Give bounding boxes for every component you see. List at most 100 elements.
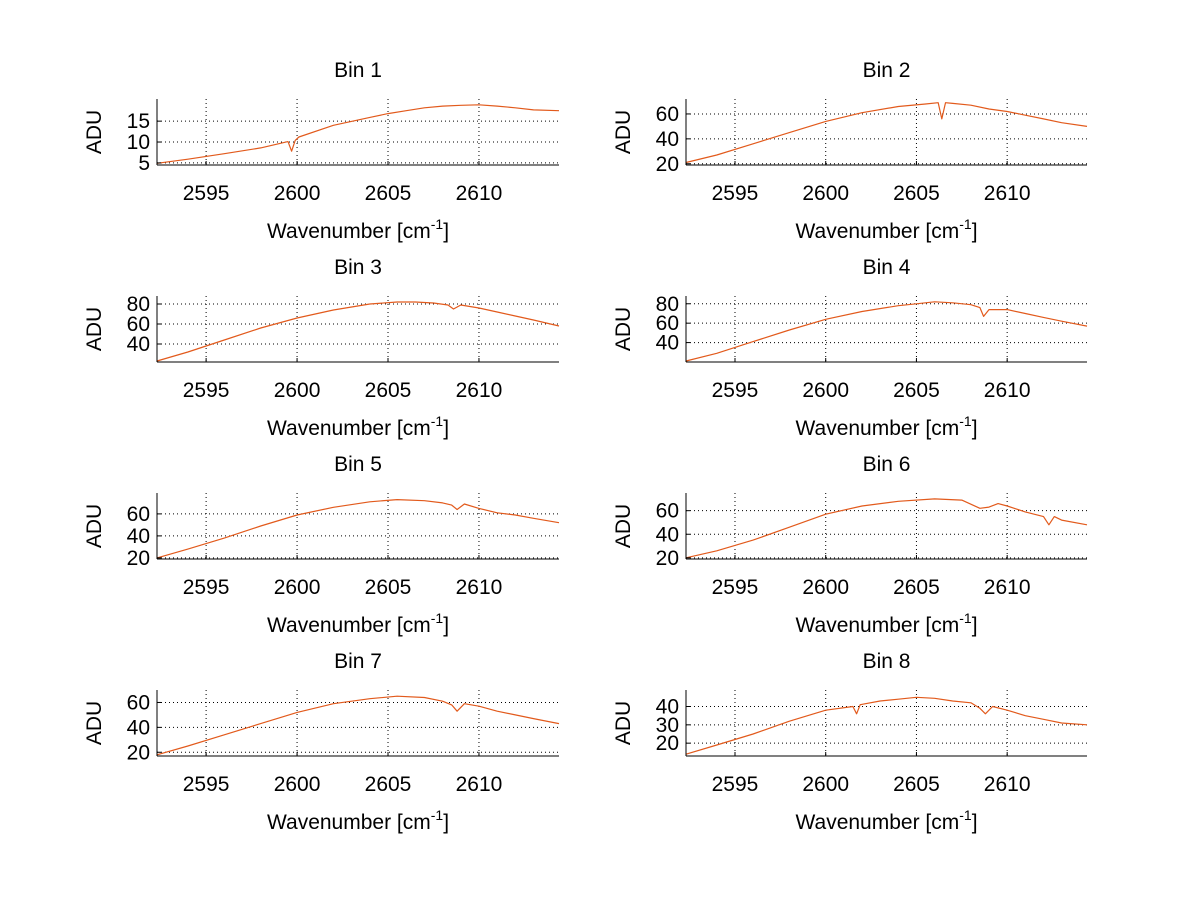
x-tick-label: 2605 [893, 576, 940, 599]
x-tick-label: 2610 [984, 773, 1031, 796]
y-tick-label: 60 [656, 103, 679, 126]
x-axis-label: Wavenumber [cm-1] [267, 216, 449, 243]
y-axis-label: ADU [83, 307, 106, 351]
y-tick-label: 20 [656, 153, 679, 176]
y-tick-label: 40 [656, 332, 679, 355]
x-tick-label: 2595 [183, 576, 230, 599]
y-tick-label: 40 [656, 128, 679, 151]
x-axis-label: Wavenumber [cm-1] [267, 610, 449, 637]
x-axis-label-main: Wavenumber [cm [795, 811, 959, 834]
x-tick-label: 2595 [712, 576, 759, 599]
x-tick-label: 2610 [984, 182, 1031, 205]
x-axis-label-suffix: ] [972, 811, 978, 834]
x-axis-label-suffix: ] [443, 614, 449, 637]
x-tick-label: 2600 [802, 182, 849, 205]
x-axis-label-suffix: ] [972, 417, 978, 440]
x-tick-label: 2605 [365, 576, 412, 599]
x-tick-label: 2605 [365, 379, 412, 402]
y-tick-label: 40 [656, 696, 679, 719]
y-tick-label: 60 [127, 313, 150, 336]
series-line [156, 301, 560, 362]
x-tick-label: 2605 [893, 379, 940, 402]
x-axis-label-suffix: ] [443, 811, 449, 834]
series-line [156, 104, 560, 164]
x-axis-label-main: Wavenumber [cm [795, 220, 959, 243]
x-axis-label: Wavenumber [cm-1] [795, 413, 977, 440]
x-axis-label-superscript: -1 [959, 610, 972, 626]
x-tick-label: 2595 [712, 182, 759, 205]
x-tick-label: 2610 [456, 379, 503, 402]
x-tick-label: 2600 [802, 576, 849, 599]
series-line [156, 499, 560, 559]
x-axis-label-superscript: -1 [959, 216, 972, 232]
x-axis-label-main: Wavenumber [cm [795, 614, 959, 637]
x-axis-label-superscript: -1 [431, 610, 444, 626]
x-axis-label-superscript: -1 [431, 216, 444, 232]
plot-area [157, 493, 559, 559]
x-tick-label: 2610 [456, 773, 503, 796]
subplot-title: Bin 2 [863, 59, 911, 82]
x-tick-label: 2595 [183, 182, 230, 205]
y-axis-label: ADU [612, 701, 635, 745]
y-axis-label: ADU [612, 504, 635, 548]
x-axis-label: Wavenumber [cm-1] [795, 610, 977, 637]
x-axis-label: Wavenumber [cm-1] [795, 216, 977, 243]
y-tick-label: 60 [127, 503, 150, 526]
x-axis-label: Wavenumber [cm-1] [795, 807, 977, 834]
plot-area [686, 690, 1087, 756]
x-tick-label: 2605 [365, 182, 412, 205]
plot-area [686, 493, 1087, 559]
plot-area [686, 99, 1087, 165]
subplot-title: Bin 5 [334, 453, 382, 476]
x-tick-label: 2600 [802, 773, 849, 796]
y-tick-label: 20 [127, 547, 150, 570]
y-axis-label: ADU [83, 701, 106, 745]
y-tick-label: 20 [656, 732, 679, 755]
x-axis-label-suffix: ] [972, 220, 978, 243]
y-axis-label: ADU [83, 504, 106, 548]
x-tick-label: 2610 [984, 576, 1031, 599]
y-axis-label: ADU [612, 307, 635, 351]
x-axis-label-superscript: -1 [959, 807, 972, 823]
series-line [156, 695, 560, 756]
x-axis-label-main: Wavenumber [cm [267, 811, 431, 834]
x-tick-label: 2610 [984, 379, 1031, 402]
x-axis-label: Wavenumber [cm-1] [267, 807, 449, 834]
x-axis-label-main: Wavenumber [cm [267, 220, 431, 243]
y-tick-label: 20 [656, 547, 679, 570]
subplot-title: Bin 3 [334, 256, 382, 279]
subplot-title: Bin 6 [863, 453, 911, 476]
y-tick-label: 10 [127, 131, 150, 154]
x-tick-label: 2600 [802, 379, 849, 402]
series-line [685, 498, 1088, 559]
subplot-title: Bin 8 [863, 650, 911, 673]
subplot-title: Bin 7 [334, 650, 382, 673]
x-axis-label-superscript: -1 [431, 807, 444, 823]
x-tick-label: 2595 [183, 379, 230, 402]
y-tick-label: 15 [127, 110, 150, 133]
x-axis-label-suffix: ] [972, 614, 978, 637]
x-tick-label: 2600 [274, 379, 321, 402]
y-tick-label: 40 [127, 716, 150, 739]
subplot-title: Bin 4 [863, 256, 911, 279]
x-tick-label: 2605 [893, 182, 940, 205]
y-tick-label: 40 [127, 525, 150, 548]
plot-area [686, 296, 1087, 362]
y-axis-label: ADU [83, 110, 106, 154]
x-axis-label-main: Wavenumber [cm [267, 614, 431, 637]
x-axis-label-main: Wavenumber [cm [795, 417, 959, 440]
x-axis-label-main: Wavenumber [cm [267, 417, 431, 440]
series-line [685, 696, 1088, 755]
y-tick-label: 80 [656, 293, 679, 316]
x-tick-label: 2595 [712, 773, 759, 796]
x-axis-label-superscript: -1 [959, 413, 972, 429]
x-tick-label: 2605 [365, 773, 412, 796]
y-tick-label: 80 [127, 293, 150, 316]
x-tick-label: 2600 [274, 576, 321, 599]
